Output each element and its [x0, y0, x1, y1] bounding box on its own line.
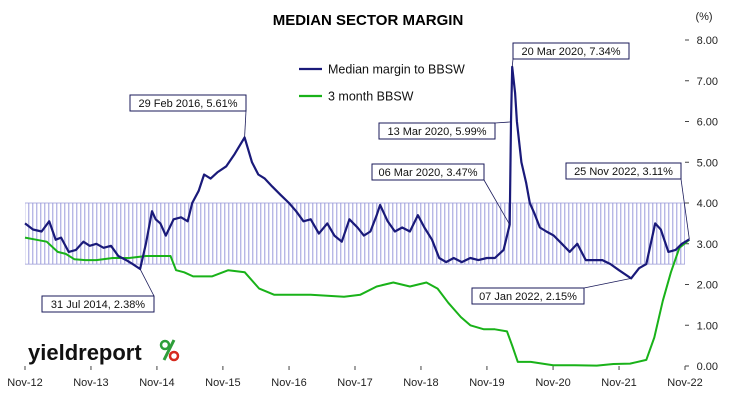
- x-tick-label: Nov-14: [139, 377, 174, 389]
- band-fill: [25, 203, 685, 265]
- x-tick-label: Nov-19: [469, 377, 504, 389]
- x-tick-label: Nov-22: [667, 377, 702, 389]
- legend: Median margin to BBSW 3 month BBSW: [299, 63, 465, 104]
- median-margin-line: [24, 65, 690, 280]
- x-tick-label: Nov-17: [337, 377, 372, 389]
- annotation-leader: [139, 268, 155, 297]
- axes: 0.00 1.00 2.00 3.00 4.00 5.00 6.00 7.00 8.00 Nov-…: [7, 35, 718, 389]
- x-tick-label: Nov-12: [7, 377, 42, 389]
- annotation-leader: [494, 121, 511, 124]
- y-tick-label: 2.00: [697, 280, 718, 292]
- y-tick-label: 5.00: [697, 157, 718, 169]
- annotation-label: 20 Mar 2020, 7.34%: [521, 46, 620, 58]
- yieldreport-logo: yieldreport: [28, 339, 180, 365]
- series-lines: [24, 65, 690, 367]
- annotation-label: 06 Mar 2020, 3.47%: [378, 167, 477, 179]
- y-tick-label: 1.00: [697, 320, 718, 332]
- annotation-box: [378, 122, 496, 140]
- annotation-box: [371, 163, 485, 181]
- annotation-leader: [583, 277, 632, 289]
- annotation-box: [512, 42, 630, 60]
- y-axis-unit-label: (%): [695, 11, 712, 23]
- logo-wordmark: yieldreport: [28, 340, 142, 365]
- x-tick-label: Nov-15: [205, 377, 240, 389]
- annotation-leader: [244, 110, 247, 138]
- x-tick-label: Nov-16: [271, 377, 306, 389]
- legend-label: 3 month BBSW: [328, 90, 414, 104]
- chart-title: MEDIAN SECTOR MARGIN: [273, 12, 464, 29]
- annotation-box: [129, 94, 247, 112]
- annotation-label: 25 Nov 2022, 3.11%: [574, 166, 673, 178]
- legend-label: Median margin to BBSW: [328, 63, 465, 77]
- y-tick-label: 0.00: [697, 361, 718, 373]
- annotation-label: 07 Jan 2022, 2.15%: [479, 291, 577, 303]
- bbsw-3m-line: [24, 236, 690, 367]
- x-tick-label: Nov-13: [73, 377, 108, 389]
- x-tick-label: Nov-20: [535, 377, 570, 389]
- y-tick-label: 4.00: [697, 198, 718, 210]
- annotation-box: [41, 295, 155, 313]
- y-tick-label: 3.00: [697, 239, 718, 251]
- annotation-box: [471, 287, 585, 305]
- annotation-label: 31 Jul 2014, 2.38%: [51, 299, 145, 311]
- annotation-leader: [483, 179, 511, 225]
- x-tick-label: Nov-18: [403, 377, 438, 389]
- percent-logo-icon: [159, 339, 180, 362]
- y-tick-label: 8.00: [697, 35, 718, 47]
- y-tick-label: 6.00: [697, 117, 718, 129]
- x-tick-label: Nov-21: [601, 377, 636, 389]
- y-tick-label: 7.00: [697, 76, 718, 88]
- margin-range-band: [25, 202, 685, 265]
- annotation-leader: [680, 178, 690, 240]
- annotation-label: 13 Mar 2020, 5.99%: [387, 126, 486, 138]
- data-annotations: 20 Mar 2020, 7.34% 29 Feb 2016, 5.61% 13 M…: [41, 42, 690, 313]
- annotation-leader: [511, 58, 514, 67]
- annotation-label: 29 Feb 2016, 5.61%: [138, 98, 237, 110]
- annotation-box: [565, 162, 682, 180]
